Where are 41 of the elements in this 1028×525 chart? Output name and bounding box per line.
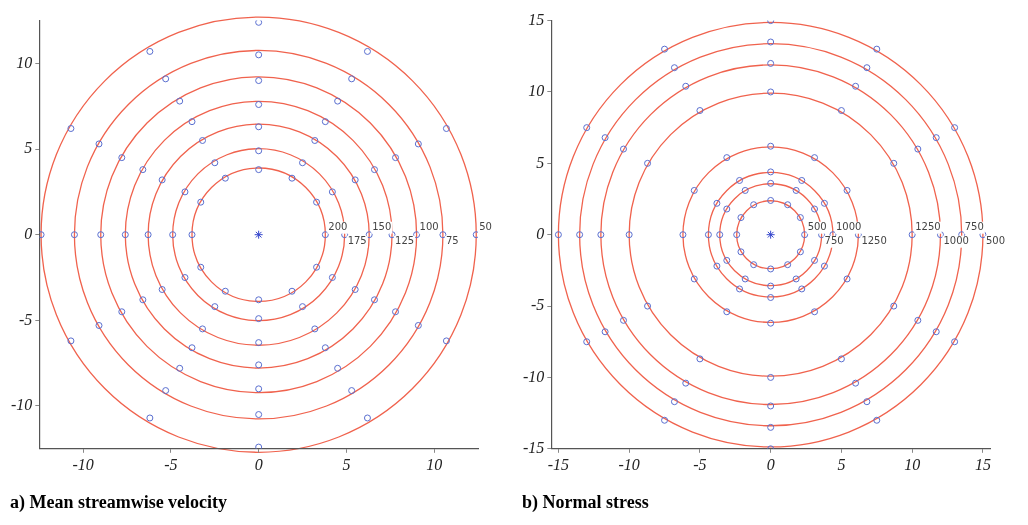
x-tick-label: 5 (837, 455, 846, 473)
x-tick-label: 0 (766, 455, 775, 473)
y-tick-label: 15 (528, 10, 545, 28)
annotation: 125 (395, 235, 415, 247)
annotation: 1250 (861, 235, 887, 247)
annotation: 1250 (915, 221, 941, 233)
x-tick-label: 10 (904, 455, 921, 473)
annotation: 1000 (943, 235, 969, 247)
annotation: 200 (328, 221, 348, 233)
y-tick-label: -5 (19, 310, 33, 328)
y-tick-label: -10 (11, 396, 33, 414)
y-tick-label: 10 (528, 82, 545, 100)
annotation: 750 (964, 221, 984, 233)
y-tick-label: 10 (16, 53, 33, 71)
x-tick-label: 0 (254, 455, 263, 473)
y-tick-label: 0 (536, 224, 545, 242)
y-tick-label: -15 (523, 439, 545, 456)
text: b) Normal stress (521, 492, 650, 513)
x-tick-label: -10 (72, 455, 94, 473)
y-tick-label: -5 (531, 296, 545, 314)
y-tick-label: 5 (24, 139, 33, 157)
annotation: 100 (419, 221, 439, 233)
x-tick-label: 15 (974, 455, 991, 473)
x-tick-label: -10 (618, 455, 640, 473)
annotation: 175 (347, 235, 367, 247)
annotation: 150 (372, 221, 392, 233)
annotation: 500 (985, 235, 1006, 247)
x-tick-label: 5 (342, 455, 351, 473)
annotation: 750 (824, 235, 844, 247)
annotation: 500 (807, 221, 827, 233)
annotation: 1000 (835, 221, 862, 233)
x-tick-label: -5 (693, 455, 707, 473)
text: a) Mean streamwise velocity (9, 492, 229, 513)
y-tick-label: -10 (523, 367, 545, 385)
y-tick-label: 0 (24, 224, 33, 242)
annotation: 75 (445, 235, 459, 247)
y-tick-label: 5 (536, 153, 545, 171)
x-tick-label: 10 (426, 455, 443, 473)
x-tick-label: -5 (164, 455, 178, 473)
annotation: 50 (479, 221, 492, 233)
x-tick-label: -15 (547, 455, 570, 473)
